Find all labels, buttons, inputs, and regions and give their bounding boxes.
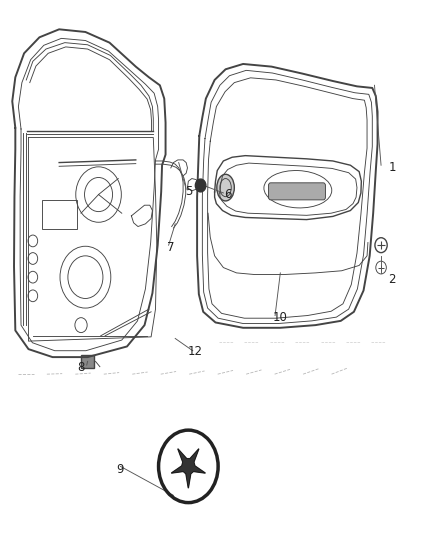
Text: 12: 12: [187, 345, 202, 358]
Polygon shape: [171, 449, 205, 488]
Bar: [81, 355, 94, 368]
Text: 8: 8: [78, 361, 85, 374]
Text: 9: 9: [117, 463, 124, 475]
Circle shape: [195, 179, 206, 192]
Text: 7: 7: [167, 241, 175, 254]
Text: 10: 10: [273, 311, 288, 324]
Text: 5: 5: [185, 185, 192, 198]
Text: 2: 2: [388, 273, 396, 286]
FancyBboxPatch shape: [268, 183, 325, 200]
Bar: [42, 200, 77, 229]
Text: 1: 1: [388, 161, 396, 174]
Ellipse shape: [217, 174, 234, 201]
Text: 6: 6: [224, 188, 232, 201]
